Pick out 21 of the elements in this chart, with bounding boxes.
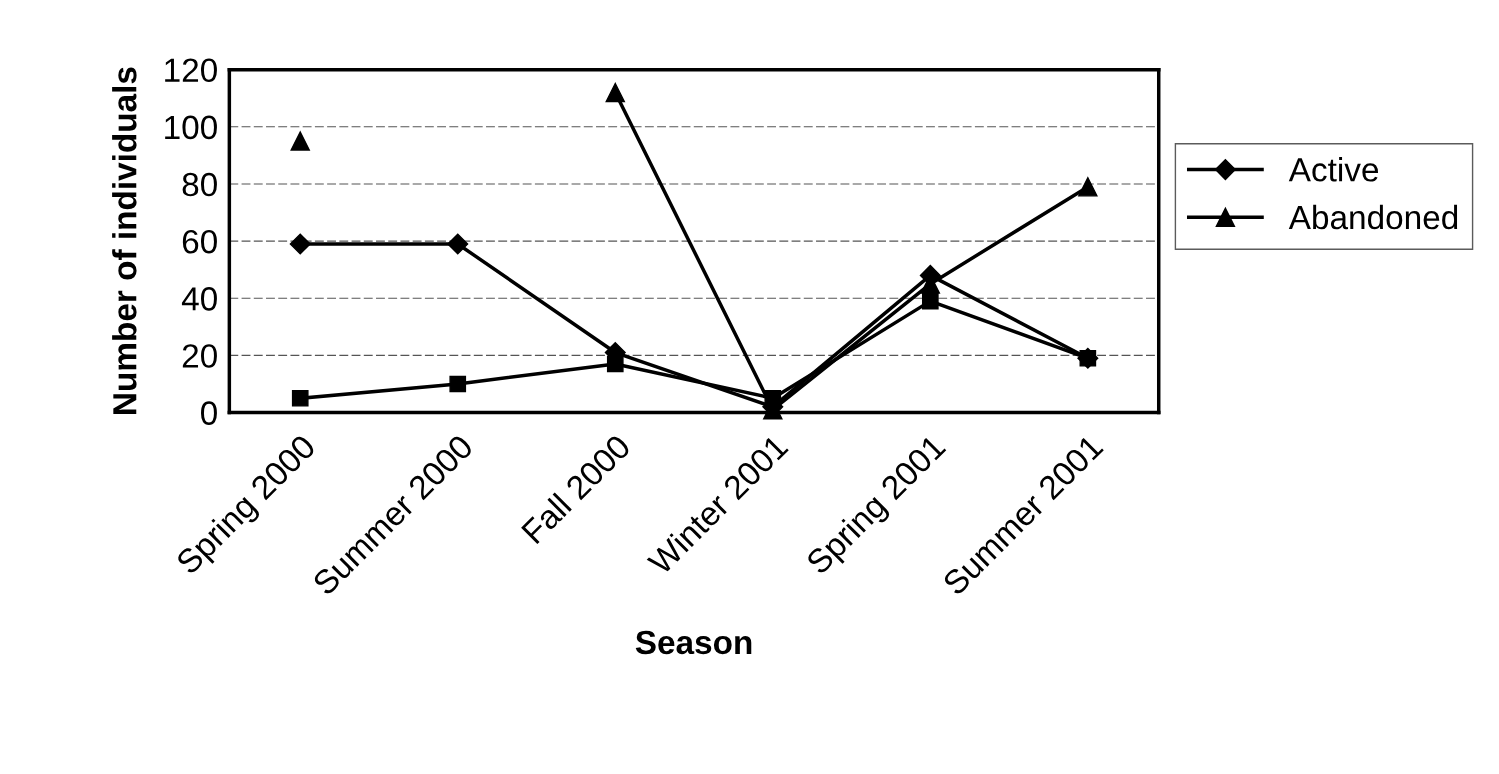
y-tick-label: 20: [182, 344, 217, 368]
point: [605, 82, 625, 103]
y-tick-label: 120: [165, 58, 217, 83]
y-tick-label: 40: [181, 287, 217, 311]
y-tick-label: 100: [165, 115, 217, 140]
y-tick-label: 60: [182, 229, 217, 254]
point: [606, 355, 624, 373]
y-tick-label: 0: [201, 401, 217, 425]
y-axis-title: Number of individuals: [112, 67, 137, 414]
legend-label: Abandoned: [1288, 204, 1458, 230]
point: [447, 233, 469, 255]
x-axis-title: Season: [635, 630, 752, 655]
point: [921, 292, 939, 310]
point: [291, 389, 309, 407]
y-tick-label: 80: [182, 172, 217, 197]
point: [449, 375, 467, 393]
point: [289, 233, 311, 255]
point: [1078, 177, 1098, 197]
point: [1079, 349, 1097, 367]
point: [290, 131, 310, 151]
legend-label: Active: [1288, 157, 1379, 182]
